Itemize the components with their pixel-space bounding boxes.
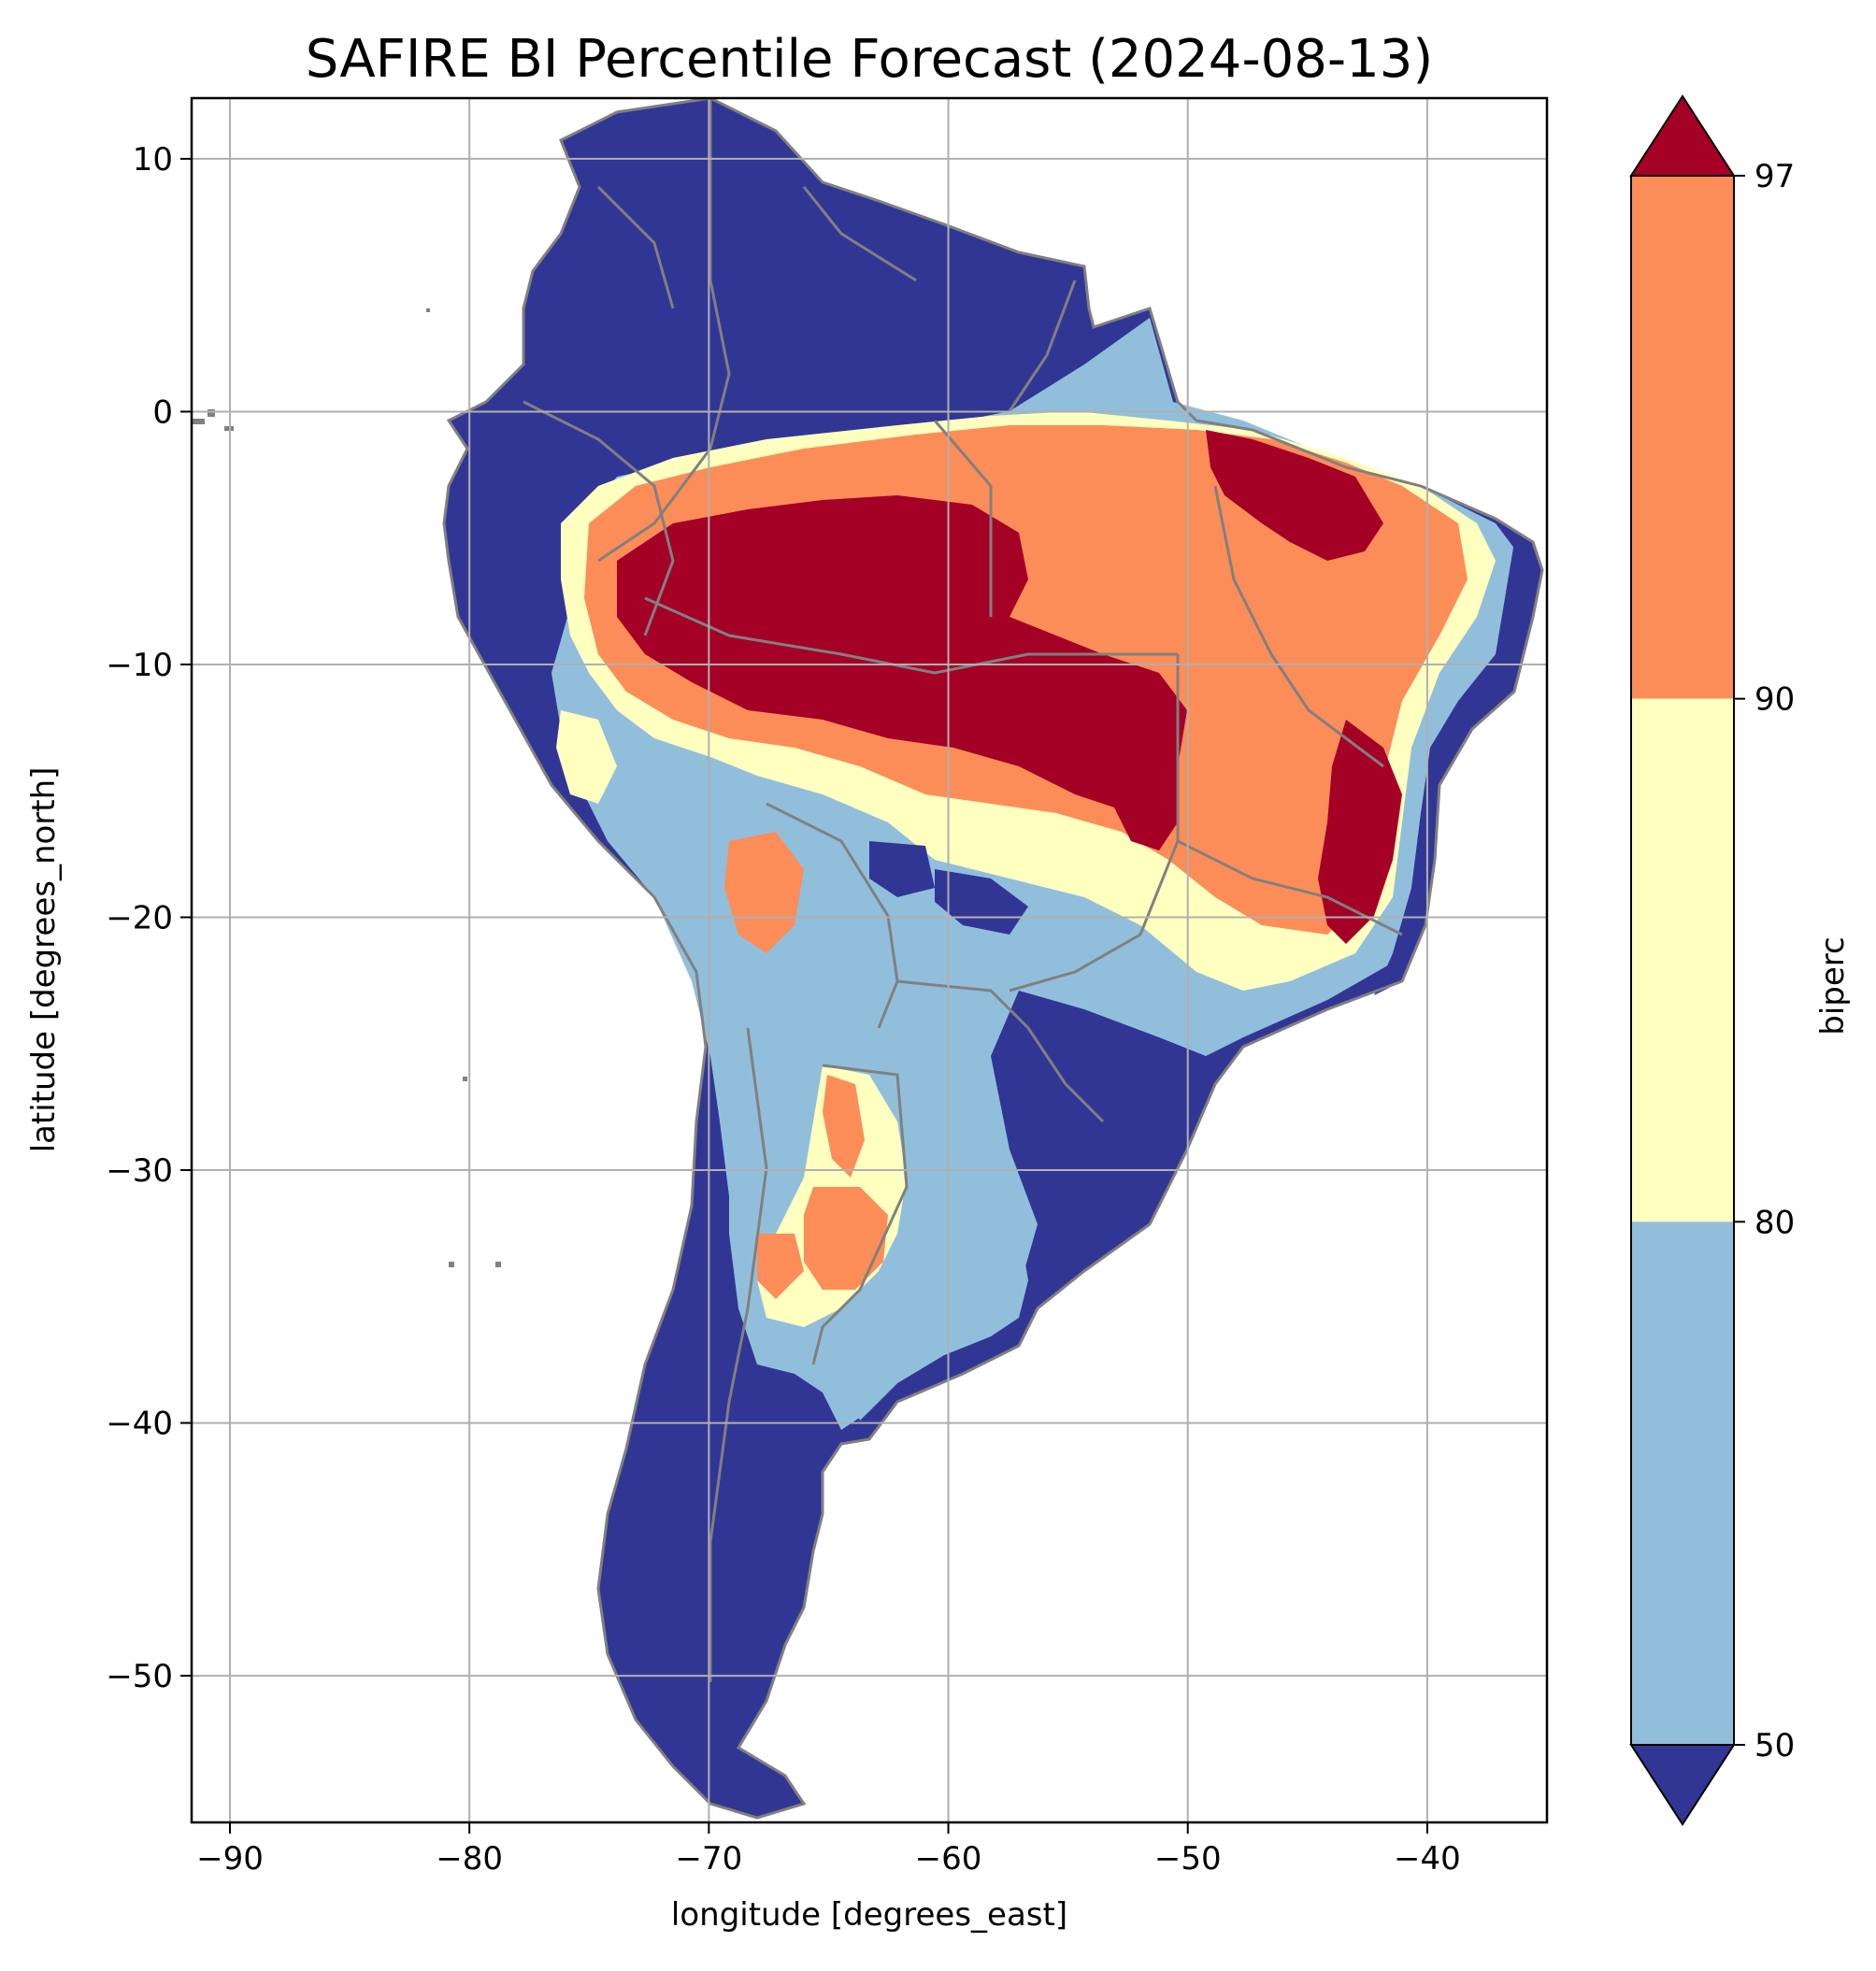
region-high-northeast — [1206, 430, 1383, 561]
colorbar-segment — [1631, 176, 1734, 699]
colorbar-segment — [1631, 1221, 1734, 1745]
colorbar-tick-label: 97 — [1754, 158, 1795, 195]
colorbar-tick-label: 90 — [1754, 681, 1795, 719]
colorbar-tick-label: 50 — [1754, 1727, 1795, 1764]
region-high-central — [1108, 710, 1178, 850]
gridlines — [192, 98, 1547, 1822]
y-axis: 10 0 −10 −20 −30 −40 −50 — [106, 141, 192, 1695]
x-tick-label: −90 — [196, 1840, 264, 1878]
x-tick-label: −60 — [915, 1840, 982, 1878]
y-tick-label: −20 — [106, 900, 173, 937]
x-tick-label: −70 — [675, 1840, 742, 1878]
map-frame — [190, 96, 1549, 1824]
x-tick-label: −50 — [1154, 1840, 1222, 1878]
y-tick-label: −30 — [106, 1152, 173, 1190]
y-tick-label: 10 — [133, 141, 173, 179]
colorbar-segment — [1631, 698, 1734, 1222]
y-tick-label: −50 — [106, 1658, 173, 1695]
region-low-coast — [1374, 542, 1542, 995]
x-tick-label: −40 — [1394, 1840, 1461, 1878]
y-tick-label: 0 — [152, 393, 173, 431]
x-axis-label: longitude [degrees_east] — [671, 1896, 1067, 1934]
x-axis: −90 −80 −70 −60 −50 −40 — [196, 1822, 1461, 1878]
y-tick-label: −40 — [106, 1406, 173, 1443]
colorbar-tick-label: 80 — [1754, 1204, 1795, 1241]
region-c90-south — [757, 1075, 888, 1299]
colorbar-over-triangle — [1629, 94, 1736, 177]
region-high-east — [1318, 720, 1402, 944]
x-tick-label: −80 — [436, 1840, 503, 1878]
map-title: SAFIRE BI Percentile Forecast (2024-08-1… — [306, 29, 1433, 90]
country-borders — [442, 98, 1544, 1820]
y-tick-label: −10 — [106, 647, 173, 684]
map-area — [192, 98, 1547, 1822]
colorbar-label: biperc — [1814, 936, 1852, 1035]
colorbar: 50 80 90 97 — [1629, 94, 1795, 1826]
region-high-amazon — [617, 495, 1187, 813]
y-axis-label: latitude [degrees_north] — [25, 767, 63, 1153]
region-c90-andes — [724, 832, 804, 953]
colorbar-under-triangle — [1629, 1744, 1736, 1826]
islands — [192, 308, 501, 1267]
region-c80-andes — [556, 710, 617, 804]
colorbar-outline — [1630, 175, 1735, 1746]
